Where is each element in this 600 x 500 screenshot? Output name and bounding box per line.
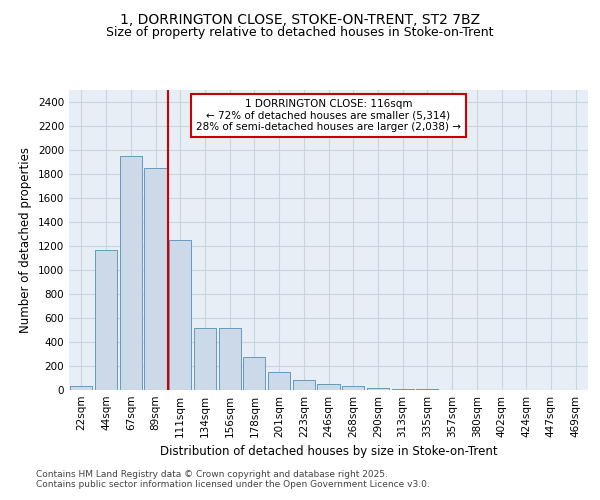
Bar — [95, 250, 117, 390]
Bar — [145, 168, 167, 390]
Bar — [293, 380, 315, 390]
Bar — [342, 386, 364, 390]
Text: Contains HM Land Registry data © Crown copyright and database right 2025.: Contains HM Land Registry data © Crown c… — [36, 470, 388, 479]
Bar — [268, 372, 290, 390]
X-axis label: Distribution of detached houses by size in Stoke-on-Trent: Distribution of detached houses by size … — [160, 446, 497, 458]
Bar — [243, 357, 265, 390]
Bar — [70, 386, 92, 390]
Bar — [392, 389, 414, 390]
Bar — [367, 388, 389, 390]
Bar — [194, 328, 216, 390]
Bar — [119, 156, 142, 390]
Text: Size of property relative to detached houses in Stoke-on-Trent: Size of property relative to detached ho… — [106, 26, 494, 39]
Y-axis label: Number of detached properties: Number of detached properties — [19, 147, 32, 333]
Text: Contains public sector information licensed under the Open Government Licence v3: Contains public sector information licen… — [36, 480, 430, 489]
Bar — [218, 328, 241, 390]
Text: 1 DORRINGTON CLOSE: 116sqm
← 72% of detached houses are smaller (5,314)
28% of s: 1 DORRINGTON CLOSE: 116sqm ← 72% of deta… — [196, 99, 461, 132]
Bar — [317, 384, 340, 390]
Bar — [169, 240, 191, 390]
Text: 1, DORRINGTON CLOSE, STOKE-ON-TRENT, ST2 7BZ: 1, DORRINGTON CLOSE, STOKE-ON-TRENT, ST2… — [120, 12, 480, 26]
